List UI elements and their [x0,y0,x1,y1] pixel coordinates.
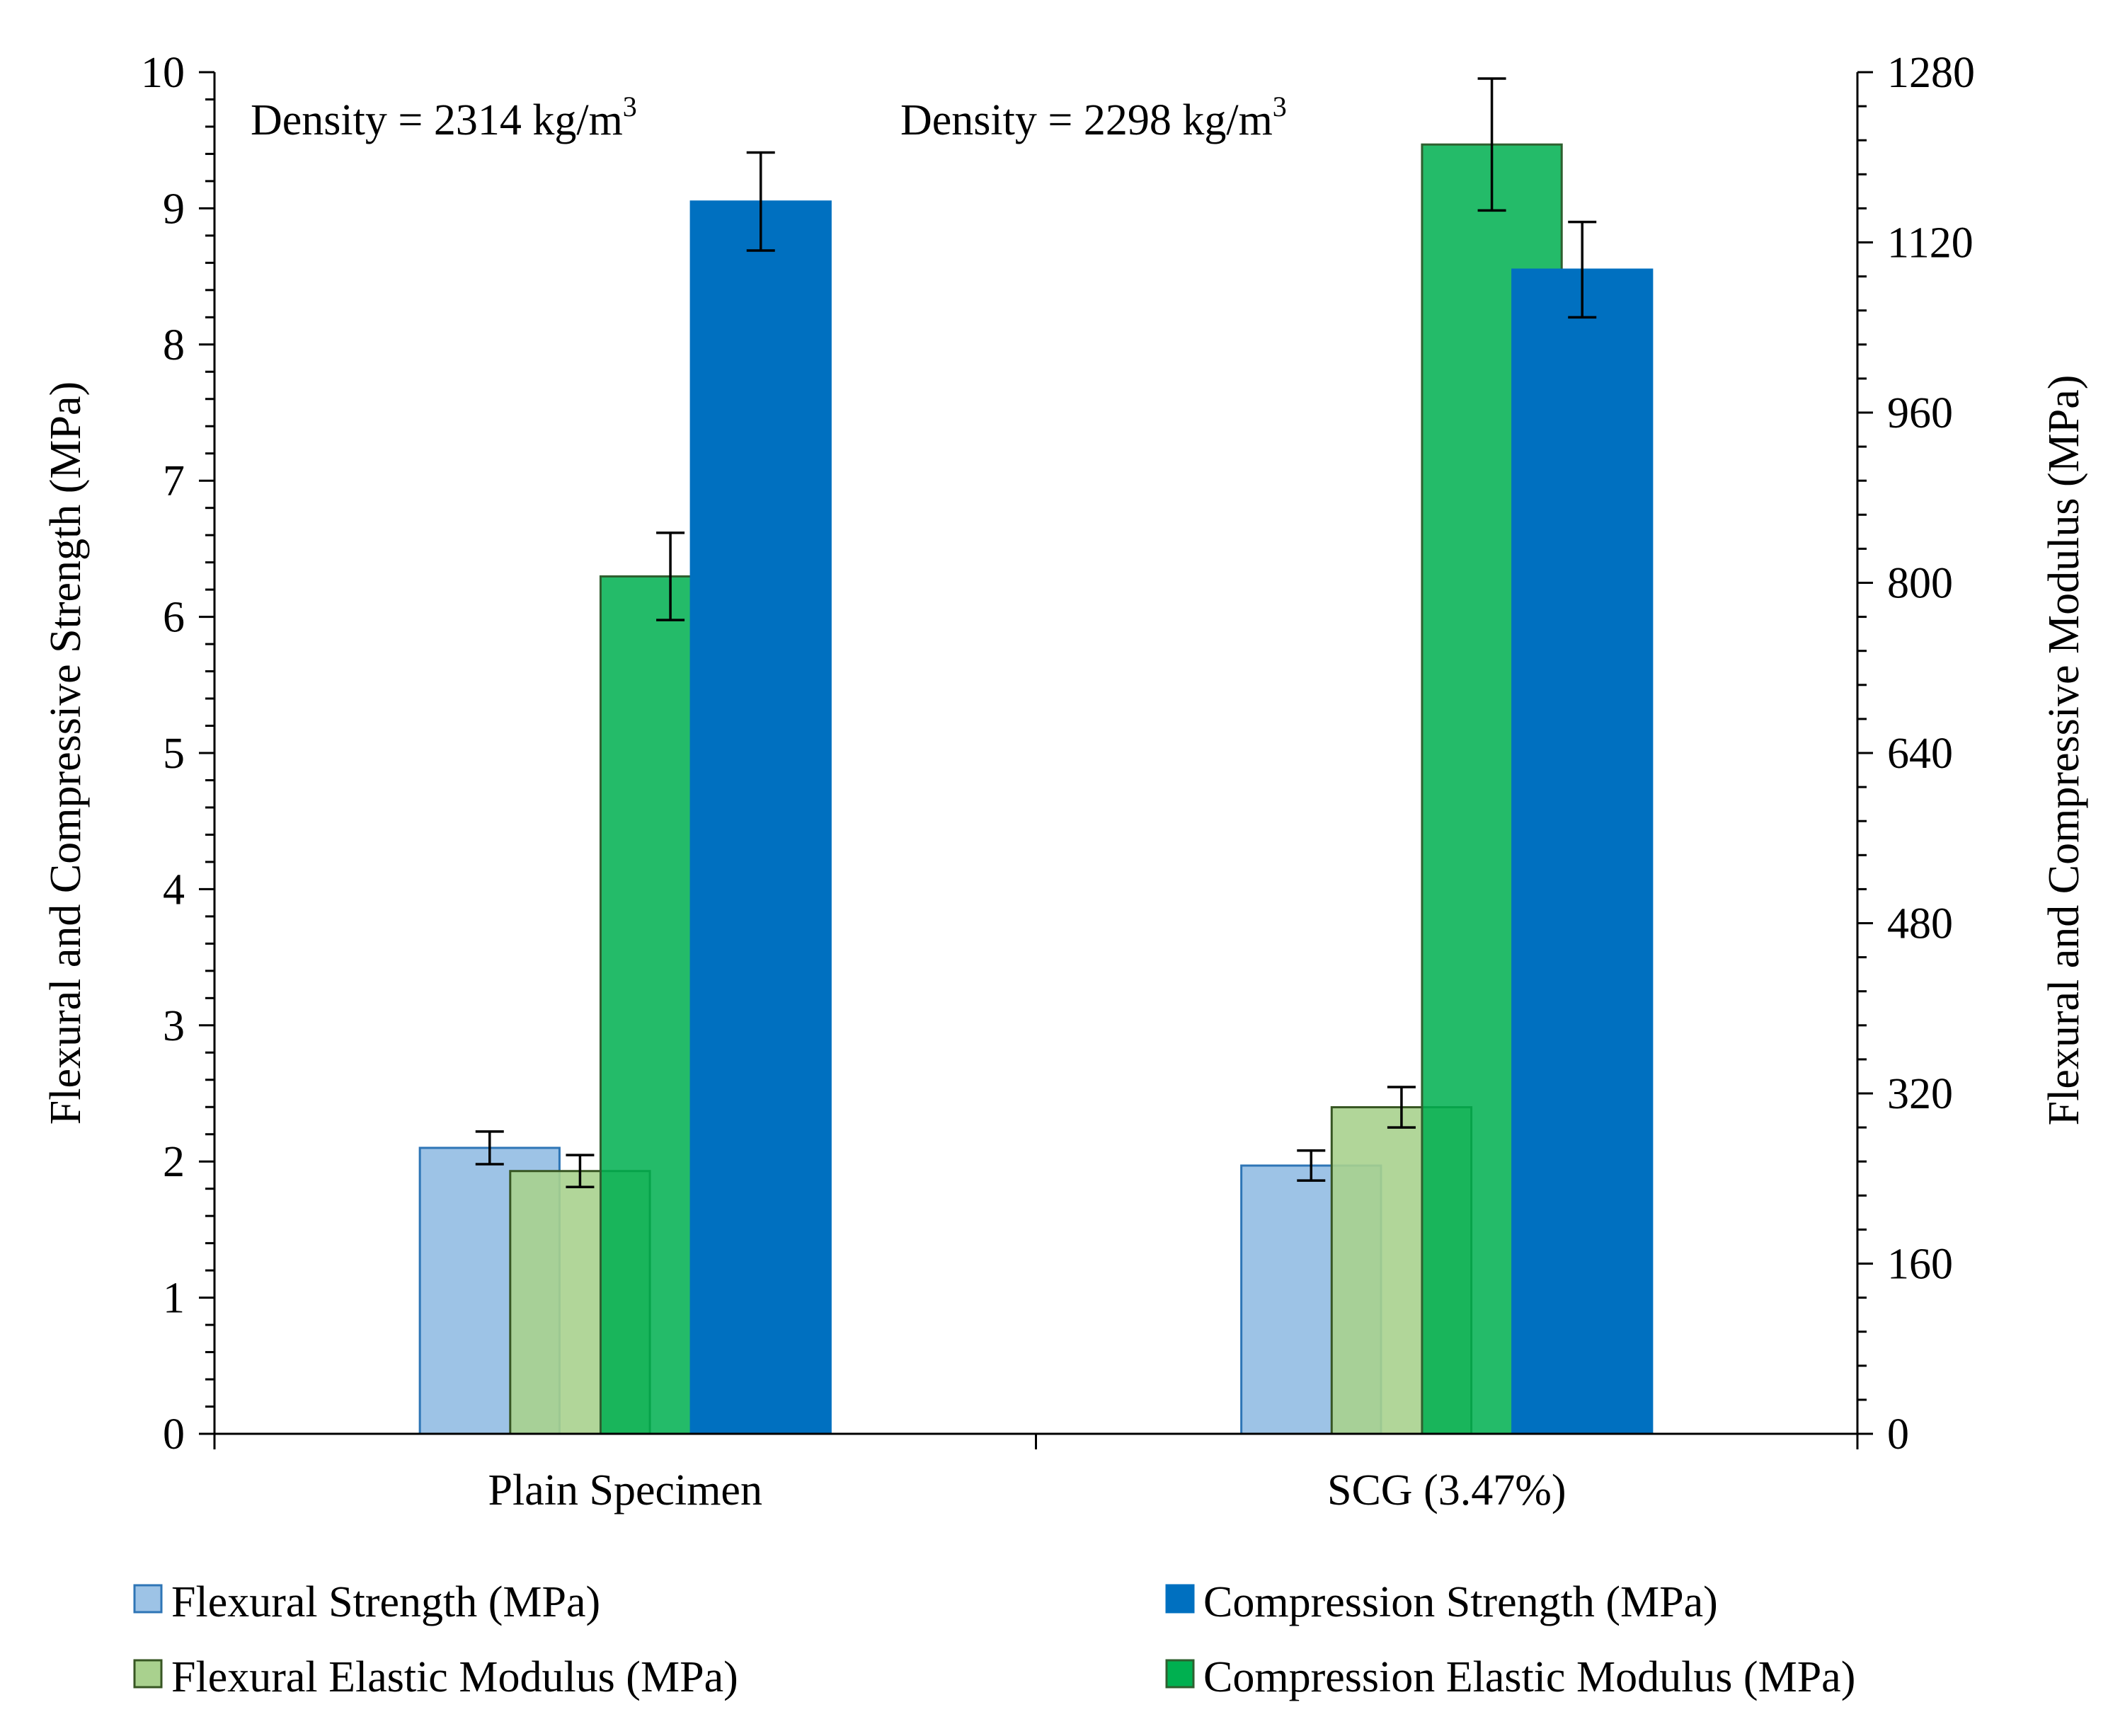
error-bars-layer [475,77,1597,1189]
legend-swatch [133,1584,163,1614]
legend-swatch [133,1659,163,1689]
legend-label: Compression Strength (MPa) [1203,1578,1718,1626]
ticks-layer [199,71,1873,1449]
bar [1511,268,1654,1435]
legend-item: Flexural Strength (MPa) [133,1578,600,1626]
superscript-3: 3 [1273,91,1287,122]
left-tick-label: 0 [163,1410,185,1459]
legend-swatch [1165,1659,1195,1689]
error-bar [1387,1086,1416,1129]
left-tick-label: 9 [163,185,185,233]
legend-swatch [1165,1584,1195,1614]
legend-label: Compression Elastic Modulus (MPa) [1203,1653,1855,1701]
superscript-3: 3 [623,91,637,122]
left-tick-label: 6 [163,594,185,642]
bars-layer [418,143,1654,1435]
x-category-label: SCG (3.47%) [1327,1466,1566,1514]
right-y-axis-label: Flexural and Compressive Modulus (MPa) [2040,375,2088,1126]
bar [689,200,832,1435]
error-bar [1477,77,1506,212]
left-tick-label: 1 [163,1275,185,1323]
right-tick-label: 1120 [1887,219,1974,268]
left-tick-label: 5 [163,730,185,778]
legend-label: Flexural Elastic Modulus (MPa) [171,1653,738,1701]
left-y-axis-label: Flexural and Compressive Strength (MPa) [42,381,90,1125]
left-tick-label: 7 [163,457,185,505]
right-tick-label: 800 [1887,560,1953,608]
legend-item: Flexural Elastic Modulus (MPa) [133,1653,738,1701]
legend: Flexural Strength (MPa) Compression Stren… [133,1578,1855,1701]
left-tick-label: 4 [163,866,185,914]
left-tick-label: 8 [163,321,185,369]
legend-label: Flexural Strength (MPa) [171,1578,600,1626]
left-tick-label: 2 [163,1138,185,1186]
right-tick-label: 480 [1887,900,1953,948]
error-bar [1297,1149,1326,1182]
legend-item: Compression Strength (MPa) [1165,1578,1718,1626]
error-bar [656,531,685,621]
right-tick-label: 640 [1887,730,1953,778]
error-bar [566,1154,595,1189]
right-tick-label: 1280 [1887,49,1975,97]
density-annotation-scg: Density = 2298 kg/m3 [900,91,1287,144]
error-bar [475,1130,504,1166]
error-bar [1568,220,1597,319]
right-tick-label: 160 [1887,1241,1953,1289]
density-annotation-plain: Density = 2314 kg/m3 [251,91,637,144]
left-tick-label: 10 [141,49,185,97]
right-tick-label: 0 [1887,1410,1909,1459]
right-tick-label: 320 [1887,1070,1953,1118]
right-tick-label: 960 [1887,389,1953,437]
legend-item: Compression Elastic Modulus (MPa) [1165,1653,1855,1701]
left-tick-label: 3 [163,1002,185,1050]
x-category-label: Plain Specimen [488,1466,762,1514]
error-bar [746,151,775,252]
tick-labels-layer: 0 1 2 3 4 5 6 7 8 9 10 0 160 320 480 640 800 960 1120 1280 P… [141,49,1975,1514]
